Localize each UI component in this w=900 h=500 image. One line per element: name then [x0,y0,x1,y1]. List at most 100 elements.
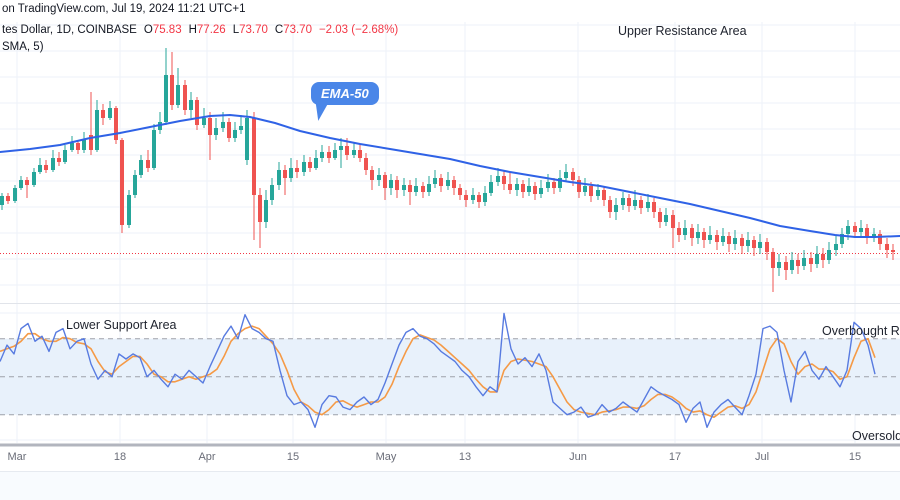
change-value: −2.03 (−2.68%) [318,24,399,36]
candle-up [539,188,543,194]
candle-down [784,262,788,270]
candle-up [733,238,737,244]
watermark: on TradingView.com, Jul 19, 2024 11:21 U… [2,3,246,15]
candle-down [208,118,212,135]
candle-down [627,198,631,206]
candle-up [846,226,850,234]
candle-up [815,254,819,264]
candle-up [746,240,750,246]
candle-down [421,186,425,192]
time-axis-separator [0,443,900,447]
ohlc-open-value: 75.83 [152,24,182,36]
candle-down [589,186,593,196]
candle-up [683,228,687,235]
candle-down [370,170,374,180]
ohlc-high-label: H [188,24,197,36]
candle-up [433,178,437,184]
candle-down [114,108,118,140]
ohlc-high: H77.26 [189,24,226,36]
candle-down [283,170,287,178]
candle-up [302,162,306,172]
time-axis-label: May [375,451,397,463]
candle-up [270,185,274,200]
candle-up [314,158,318,168]
time-axis-label: 15 [286,451,300,463]
candle-down [452,180,456,188]
candle-down [327,152,331,158]
candle-up [696,232,700,238]
candle-down [771,252,775,268]
annotation-oversold[interactable]: Oversold [852,429,900,443]
candle-up [489,182,493,193]
candle-up [827,250,831,260]
annotation-upper-resistance[interactable]: Upper Resistance Area [618,24,747,38]
candle-up [790,260,794,270]
annotation-overbought[interactable]: Overbought Re [822,324,900,338]
candle-up [339,146,343,150]
candle-down [878,234,882,244]
candle-up [596,190,600,196]
candle-up [802,258,806,266]
candle-up [558,178,562,188]
candle-down [258,195,262,222]
ema-label[interactable]: EMA-50 [311,82,379,121]
candle-up [758,242,762,248]
candle-up [176,85,180,105]
ohlc-low-label: L [232,24,240,36]
candle-up [51,158,55,170]
candle-up [233,130,237,138]
candle-up [708,235,712,240]
candle-down [821,254,825,260]
candle-up [0,196,4,205]
candle-down [552,182,556,188]
candle-up [214,128,218,135]
candle-up [38,165,42,172]
candle-down [464,195,468,200]
candle-up [289,168,293,178]
candle-up [32,172,36,185]
candle-down [577,180,581,192]
ema-label-pointer [315,102,332,121]
candle-down [458,188,462,195]
candle-up [352,150,356,155]
candle-down [364,158,368,170]
candle-up [152,130,156,168]
candle-up [202,118,206,125]
candle-down [690,228,694,238]
time-axis[interactable]: Mar 18 Apr 15 May 13 Jun 17 Jul 15 [0,449,900,467]
candle-up [664,215,668,222]
candle-up [614,205,618,212]
ema50-line [0,114,900,238]
candle-up [621,198,625,205]
candle-down [358,150,362,158]
candle-down [170,75,174,105]
symbol-title[interactable]: tes Dollar, 1D, COINBASE [2,24,137,36]
candle-up [515,184,519,190]
candle-up [333,150,337,158]
ohlc-low-value: 73.70 [239,24,268,36]
candle-up [583,186,587,192]
candle-down [865,228,869,238]
candle-up [834,244,838,250]
ohlc-high-value: 77.26 [196,24,226,36]
time-axis-label: 13 [458,451,472,463]
symbol-legend: tes Dollar, 1D, COINBASE O75.83 H77.26 L… [2,24,398,36]
candle-down [89,135,93,150]
candle-down [439,178,443,186]
candle-down [508,184,512,190]
indicator-legend[interactable]: SMA, 5) [2,41,44,53]
candle-up [277,170,281,185]
candle-up [496,176,500,182]
candle-up [320,152,324,158]
candle-up [239,126,243,130]
candle-up [859,228,863,232]
candle-up [646,202,650,208]
ohlc-low: L73.70 [233,24,268,36]
candle-up [527,186,531,192]
candle-down [533,186,537,194]
candle-up [164,75,168,122]
ohlc-close-label: C [274,24,284,36]
annotation-lower-support[interactable]: Lower Support Area [66,318,177,332]
